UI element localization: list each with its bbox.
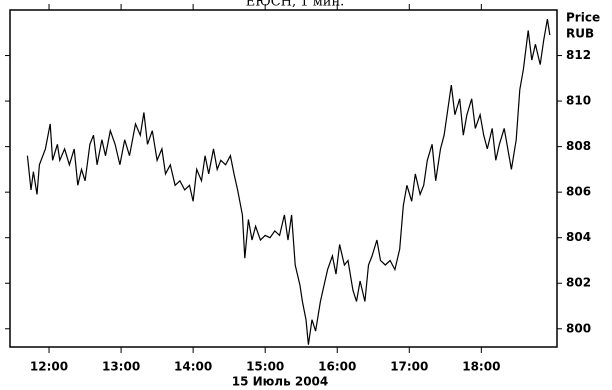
x-tick-label: 16:00 <box>318 360 356 374</box>
plot-frame <box>9 9 558 348</box>
y-tick-label: 812 <box>566 48 591 62</box>
x-tick-label: 17:00 <box>390 360 428 374</box>
y-tick-label: 808 <box>566 139 591 153</box>
y-tick-label: 806 <box>566 185 591 199</box>
y-tick-label: 810 <box>566 94 591 108</box>
price-line <box>26 18 551 345</box>
x-axis-label: 15 Июль 2004 <box>232 375 329 389</box>
x-tick-label: 13:00 <box>102 360 140 374</box>
chart-title: ЕЮСН, 1 мин. <box>246 0 345 10</box>
y-axis-label: Price <box>566 11 600 25</box>
x-tick-label: 12:00 <box>30 360 68 374</box>
x-tick-label: 15:00 <box>246 360 284 374</box>
y-tick-label: 804 <box>566 230 591 244</box>
x-tick-label: 14:00 <box>174 360 212 374</box>
y-tick-label: 800 <box>566 321 591 335</box>
x-tick-label: 18:00 <box>462 360 500 374</box>
y-tick-label: 802 <box>566 276 591 290</box>
y-axis-label: RUB <box>566 27 594 41</box>
